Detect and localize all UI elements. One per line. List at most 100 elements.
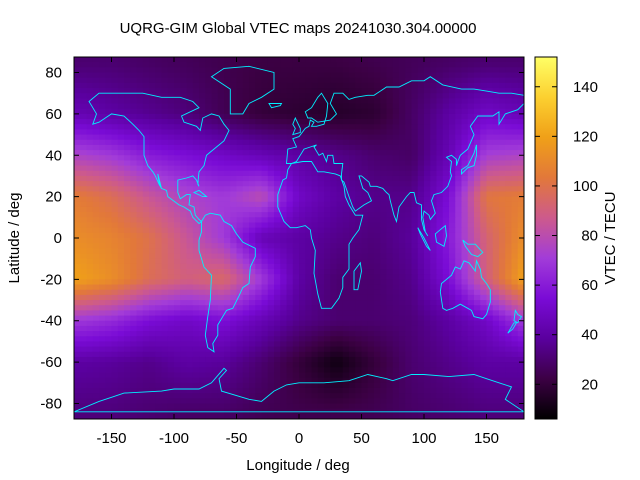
heatmap-cell [336,217,344,224]
heatmap-cell [86,217,94,224]
heatmap-cell [455,160,463,167]
heatmap-cell [424,305,431,311]
heatmap-cell [311,232,319,239]
heatmap-cell [511,341,519,348]
heatmap-cell [267,289,275,296]
heatmap-cell [274,150,281,156]
heatmap-cell [361,212,369,218]
heatmap-cell [255,315,263,322]
heatmap-cell [142,284,150,291]
heatmap-cell [305,98,313,105]
heatmap-cell [149,98,156,105]
heatmap-cell [286,305,294,311]
heatmap-cell [442,72,450,79]
heatmap-cell [236,160,244,167]
heatmap-cell [324,62,331,68]
heatmap-cell [386,103,394,110]
heatmap-cell [261,274,269,280]
heatmap-cell [492,284,500,291]
heatmap-cell [124,263,131,270]
heatmap-cell [136,253,144,260]
heatmap-cell [167,175,175,182]
heatmap-cell [311,269,319,275]
heatmap-cell [136,134,144,141]
heatmap-cell [130,356,138,363]
heatmap-cell [461,393,469,399]
heatmap-cell [392,201,400,208]
heatmap-cell [217,170,225,177]
heatmap-cell [217,331,225,337]
heatmap-cell [186,175,194,182]
heatmap-cell [424,160,431,167]
heatmap-cell [142,88,150,94]
heatmap-cell [280,341,288,348]
heatmap-cell [117,186,125,193]
heatmap-cell [342,67,350,74]
heatmap-cell [411,129,419,136]
heatmap-cell [399,362,406,368]
heatmap-cell [130,341,138,348]
heatmap-cell [117,181,125,187]
heatmap-cell [111,124,119,130]
heatmap-cell [442,181,450,187]
heatmap-cell [374,181,381,187]
heatmap-cell [174,382,181,389]
heatmap-cell [442,57,450,63]
heatmap-cell [130,403,138,410]
heatmap-cell [230,315,238,322]
heatmap-cell [467,77,475,84]
heatmap-cell [117,77,125,84]
heatmap-cell [417,269,425,275]
heatmap-cell [174,232,181,239]
heatmap-cell [411,331,419,337]
heatmap-cell [99,222,106,229]
heatmap-cell [286,248,294,255]
heatmap-cell [486,393,494,399]
heatmap-cell [217,181,225,187]
heatmap-cell [480,134,488,141]
heatmap-cell [111,372,119,379]
heatmap-cell [355,222,363,229]
heatmap-cell [80,108,88,115]
heatmap-cell [192,356,200,363]
heatmap-cell [74,351,81,358]
heatmap-cell [111,387,119,394]
heatmap-cell [405,279,413,286]
heatmap-cell [449,88,456,94]
heatmap-cell [311,279,319,286]
heatmap-cell [205,93,213,99]
heatmap-cell [442,351,450,358]
heatmap-cell [442,175,450,182]
heatmap-cell [411,279,419,286]
heatmap-cell [186,305,194,311]
heatmap-cell [486,356,494,363]
heatmap-cell [505,393,513,399]
heatmap-cell [417,165,425,172]
heatmap-cell [180,196,188,203]
heatmap-cell [299,351,306,358]
heatmap-cell [355,269,363,275]
heatmap-cell [180,382,188,389]
heatmap-cell [342,362,350,368]
heatmap-cell [161,341,169,348]
heatmap-cell [255,134,263,141]
heatmap-cell [292,201,300,208]
heatmap-cell [149,310,156,317]
heatmap-cell [130,362,138,368]
heatmap-cell [224,77,231,84]
heatmap-cell [161,57,169,63]
heatmap-cell [386,315,394,322]
heatmap-cell [392,103,400,110]
heatmap-cell [180,62,188,68]
heatmap-cell [361,382,369,389]
heatmap-cell [355,403,363,410]
heatmap-cell [317,67,325,74]
heatmap-cell [417,227,425,234]
heatmap-cell [117,72,125,79]
heatmap-cell [167,155,175,162]
heatmap-cell [511,103,519,110]
heatmap-cell [292,150,300,156]
heatmap-cell [111,88,119,94]
heatmap-cell [455,403,463,410]
heatmap-cell [142,351,150,358]
